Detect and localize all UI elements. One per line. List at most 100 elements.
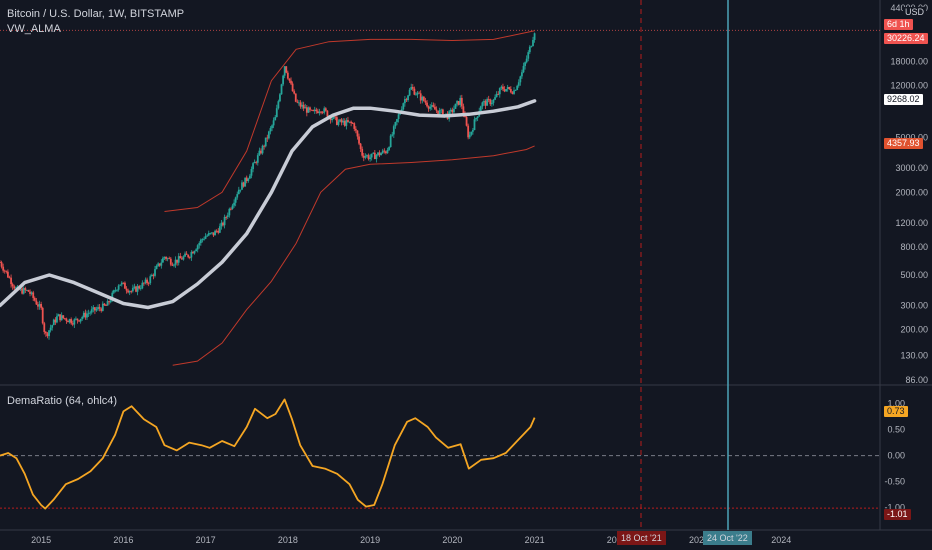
candle-body <box>116 289 118 291</box>
candle-body <box>370 153 373 158</box>
candle-body <box>89 312 92 314</box>
candle-body <box>274 117 277 121</box>
candle-body <box>432 105 435 107</box>
candle-body <box>506 87 509 90</box>
ratio-y-tick-label: 0.50 <box>887 425 905 435</box>
y-tick-label: 12000.00 <box>890 80 928 90</box>
x-tick-label: 2024 <box>771 535 791 545</box>
candle-body <box>318 111 321 114</box>
candle-body <box>78 320 80 322</box>
candle-body <box>174 259 177 265</box>
candle-body <box>60 315 63 321</box>
candle-body <box>180 258 183 260</box>
x-tick-label: 2016 <box>113 535 133 545</box>
candle-body <box>263 145 266 147</box>
candle-body <box>307 107 310 113</box>
ratio-min-tag: -1.01 <box>884 509 911 520</box>
candle-body <box>348 121 351 123</box>
candle-body <box>356 130 359 137</box>
candle-body <box>168 258 171 260</box>
candle-body <box>124 282 126 289</box>
candle-body <box>73 319 76 325</box>
candle-body <box>33 297 36 301</box>
currency-label[interactable]: USD <box>902 7 926 17</box>
ratio-y-tick-label: -0.50 <box>884 477 905 487</box>
candle-body <box>0 262 3 267</box>
x-tick-label: 2022 <box>607 535 627 545</box>
candle-body <box>8 277 11 279</box>
candle-body <box>521 72 523 77</box>
candle-body <box>353 123 356 129</box>
candle-body <box>144 279 147 284</box>
candle-body <box>215 230 218 232</box>
candle-body <box>222 222 224 226</box>
candle-body <box>5 270 8 272</box>
indicator-vw-alma-label[interactable]: VW_ALMA <box>7 23 61 35</box>
candle-body <box>141 282 144 289</box>
candle-body <box>522 65 525 73</box>
candle-body <box>290 80 292 84</box>
candle-body <box>264 137 267 147</box>
candle-body <box>79 318 82 322</box>
candle-body <box>468 134 471 138</box>
candle-body <box>467 125 470 138</box>
candle-body <box>166 258 169 260</box>
candle-body <box>106 301 109 306</box>
alma-value-tag: 9268.02 <box>884 94 923 105</box>
candle-body <box>162 258 164 263</box>
candle-body <box>29 291 31 294</box>
indicator-dema-ratio-label[interactable]: DemaRatio (64, ohlc4) <box>7 395 118 407</box>
candle-body <box>253 161 256 164</box>
candle-body <box>131 287 134 292</box>
candle-body <box>201 239 204 240</box>
candle-body <box>373 152 376 160</box>
candle-body <box>105 305 107 306</box>
candle-body <box>111 292 114 301</box>
candle-body <box>524 62 526 66</box>
candle-body <box>95 309 98 311</box>
candle-body <box>97 307 99 310</box>
candle-body <box>354 128 357 131</box>
candle-body <box>0 262 1 263</box>
candle-body <box>532 39 534 47</box>
candle-body <box>415 94 417 96</box>
candle-body <box>391 134 394 136</box>
candle-body <box>275 108 278 118</box>
candle-body <box>122 282 125 284</box>
candle-body <box>430 105 433 107</box>
candle-body <box>340 119 343 123</box>
candle-body <box>67 320 69 323</box>
candle-body <box>434 106 436 110</box>
candle-body <box>81 316 84 319</box>
candle-body <box>309 107 311 110</box>
candle-body <box>128 291 131 293</box>
candle-body <box>225 216 228 218</box>
candle-body <box>199 239 202 244</box>
candle-body <box>157 263 160 266</box>
candle-body <box>497 93 500 95</box>
candle-body <box>288 78 291 81</box>
candle-body <box>457 101 460 105</box>
candle-body <box>301 104 303 107</box>
dema-ratio-pane <box>0 398 536 510</box>
candle-body <box>230 208 232 210</box>
candle-body <box>394 122 397 127</box>
candle-body <box>302 104 305 109</box>
candle-body <box>494 97 496 100</box>
candle-body <box>220 222 223 227</box>
candle-body <box>244 177 247 187</box>
dema-ratio-line <box>0 398 536 510</box>
time-markers <box>640 0 729 530</box>
candle-body <box>402 103 405 110</box>
candle-body <box>495 93 498 98</box>
candle-body <box>324 108 327 111</box>
candle-body <box>419 93 422 101</box>
candle-body <box>87 313 90 314</box>
candle-body <box>90 309 93 313</box>
upper-band-line <box>164 30 535 212</box>
lower-band-line <box>172 145 535 366</box>
candle-body <box>453 108 455 113</box>
candle-body <box>410 87 413 90</box>
candle-body <box>46 333 49 337</box>
candle-body <box>293 91 296 94</box>
